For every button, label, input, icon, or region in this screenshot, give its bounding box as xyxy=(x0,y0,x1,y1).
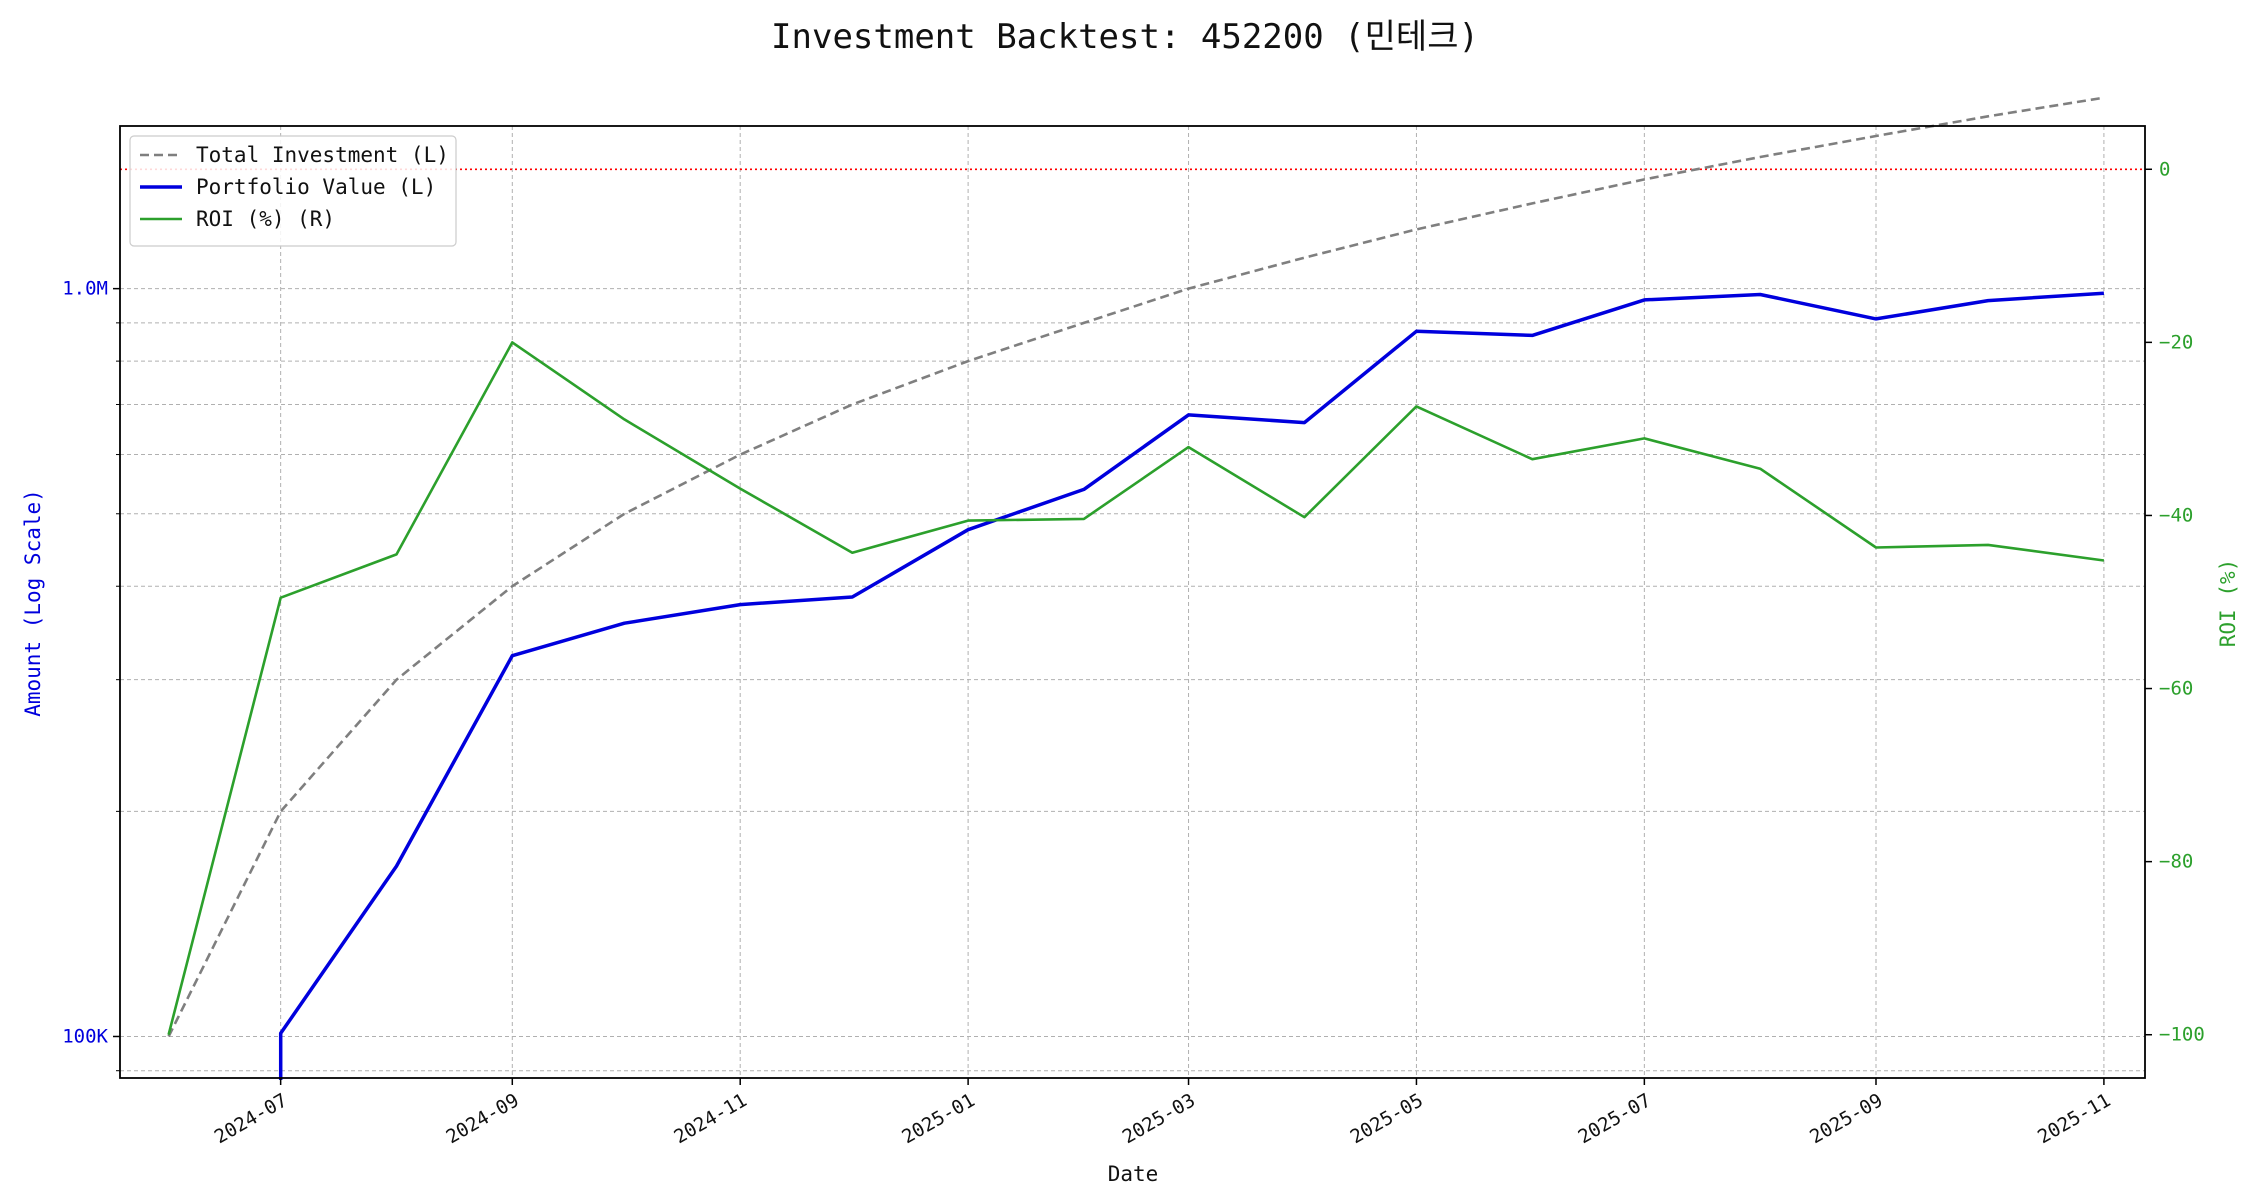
chart-title: Investment Backtest: 452200 (민테크) xyxy=(771,17,1479,57)
x-tick-label: 2025-05 xyxy=(1347,1089,1427,1148)
y-left-axis-label: Amount (Log Scale) xyxy=(21,489,45,717)
legend-box xyxy=(129,135,457,247)
legend-label: ROI (%) (R) xyxy=(196,207,335,231)
series-layer xyxy=(167,96,2105,1080)
x-tick-label: 2024-09 xyxy=(442,1089,522,1148)
y-right-tick-label: −20 xyxy=(2159,331,2193,353)
y-left-tick-label: 100K xyxy=(62,1025,108,1047)
plot-frame xyxy=(119,125,2146,1079)
y-right-axis-label: ROI (%) xyxy=(2216,559,2240,648)
x-tick-label: 2025-01 xyxy=(898,1089,978,1148)
x-tick-label: 2025-09 xyxy=(1806,1089,1886,1148)
y-right-axis: 0 −20 −40 −60 −80 −100 xyxy=(2145,158,2205,1046)
x-tick-label: 2024-07 xyxy=(211,1089,291,1148)
x-tick-label: 2025-03 xyxy=(1119,1089,1199,1148)
series-line-1 xyxy=(278,291,2105,1080)
series-line-2 xyxy=(167,341,2105,1036)
x-tick-label: 2024-11 xyxy=(670,1089,750,1148)
y-right-tick-label: −60 xyxy=(2159,678,2193,700)
legend-label: Portfolio Value (L) xyxy=(196,175,436,199)
y-right-tick-label: 0 xyxy=(2159,158,2170,180)
y-left-tick-label: 1.0M xyxy=(62,278,108,300)
legend-label: Total Investment (L) xyxy=(196,143,449,167)
legend: Total Investment (L) Portfolio Value (L) R… xyxy=(129,135,457,247)
y-right-tick-label: −40 xyxy=(2159,504,2193,526)
series-line-0 xyxy=(167,96,2105,1038)
x-tick-label: 2025-07 xyxy=(1575,1089,1655,1148)
x-axis: 2024-07 2024-09 2024-11 2025-01 2025-03 2025-… xyxy=(211,1078,2114,1148)
y-right-tick-label: −100 xyxy=(2159,1024,2205,1046)
x-tick-label: 2025-11 xyxy=(2034,1089,2114,1148)
y-right-tick-label: −80 xyxy=(2159,851,2193,873)
grid xyxy=(120,126,2145,1078)
x-axis-label: Date xyxy=(1108,1162,1159,1186)
y-left-axis: 100K 1.0M xyxy=(62,278,120,1072)
